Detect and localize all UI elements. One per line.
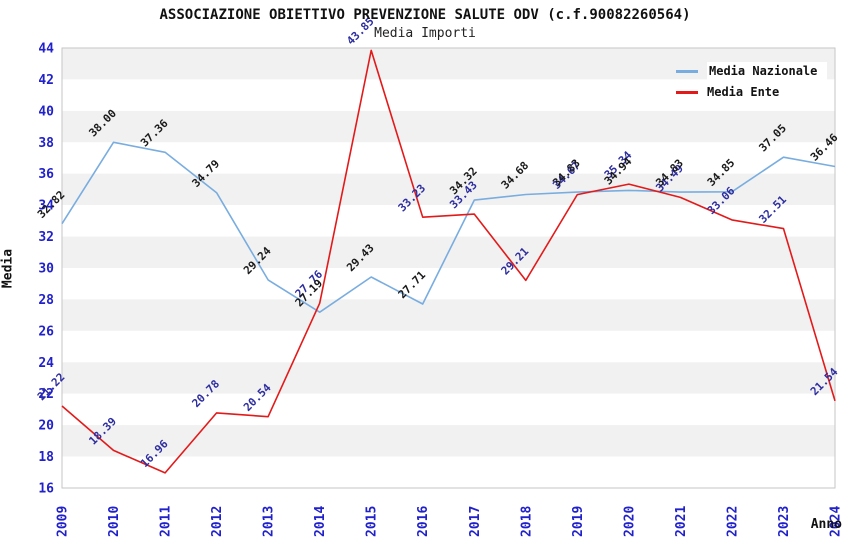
y-tick-labels: 16 18 20 22 24 26 28 30 32 34 36 38 40 42 44	[38, 42, 54, 497]
y-tick-label: 18	[38, 450, 54, 465]
x-tick-label: 2012	[210, 506, 225, 537]
legend: Media Nazionale Media Ente	[670, 61, 828, 103]
x-tick-label: 2018	[519, 506, 534, 537]
x-tick-label: 2022	[725, 506, 740, 537]
legend-label-media-ente: Media Ente	[707, 85, 780, 99]
y-tick-label: 24	[38, 356, 54, 371]
y-tick-label: 44	[38, 42, 54, 57]
grid-band	[62, 79, 835, 111]
x-tick-label: 2009	[56, 506, 71, 537]
legend-swatch-nazionale-icon	[676, 69, 698, 73]
x-tick-label: 2014	[313, 506, 328, 537]
plot-border	[61, 47, 836, 489]
legend-item-media-nazionale: Media Nazionale	[670, 61, 828, 81]
x-tick-label: 2016	[416, 506, 431, 537]
line-media-ente	[61, 49, 836, 474]
x-tick-label: 2017	[468, 506, 483, 537]
grid-band	[62, 110, 835, 143]
grid-band	[62, 205, 835, 237]
x-tick-label: 2011	[159, 506, 174, 537]
y-tick-label: 38	[38, 136, 54, 151]
grid-band	[62, 268, 835, 300]
y-tick-label: 22	[38, 387, 54, 402]
y-tick-label: 40	[38, 104, 54, 119]
x-tick-label: 2020	[622, 506, 637, 537]
grid-band	[62, 425, 835, 457]
y-tick-label: 36	[38, 167, 54, 182]
y-tick-label: 42	[38, 73, 54, 88]
chart-title: ASSOCIAZIONE OBIETTIVO PREVENZIONE SALUT…	[159, 7, 691, 23]
y-axis-title: Media	[0, 248, 16, 289]
grid-band	[62, 330, 835, 363]
grid-band	[62, 456, 835, 488]
line-media-nazionale	[61, 141, 836, 314]
y-tick-label: 32	[38, 230, 54, 245]
x-tick-label: 2010	[107, 506, 122, 537]
legend-label-media-nazionale: Media Nazionale	[707, 62, 828, 80]
chart-subtitle: Media Importi	[374, 26, 476, 41]
y-tick-label: 20	[38, 419, 54, 434]
legend-item-media-ente: Media Ente	[670, 82, 827, 102]
x-tick-label: 2024	[829, 506, 844, 537]
x-axis-title: Anno	[810, 517, 842, 532]
y-tick-label: 28	[38, 293, 54, 308]
grid-band	[62, 48, 835, 80]
x-tick-label: 2013	[262, 506, 277, 537]
x-tick-label: 2015	[365, 506, 380, 537]
grid-band	[62, 393, 835, 426]
y-tick-label: 26	[38, 324, 54, 339]
x-tick-labels: 2009 2010 2011 2012 2013 2014 2015 2016 2017 2018…	[56, 506, 844, 537]
grid-band	[62, 362, 835, 394]
x-tick-label: 2021	[674, 506, 689, 537]
x-tick-label: 2023	[777, 506, 792, 537]
y-tick-label: 30	[38, 262, 54, 277]
y-tick-label: 16	[38, 482, 54, 497]
grid-band	[62, 142, 835, 174]
x-tick-label: 2019	[571, 506, 586, 537]
y-tick-label: 34	[38, 199, 54, 214]
grid-band	[62, 299, 835, 331]
grid-band	[62, 173, 835, 206]
legend-swatch-ente-icon	[676, 90, 698, 94]
grid-bands	[62, 48, 835, 488]
